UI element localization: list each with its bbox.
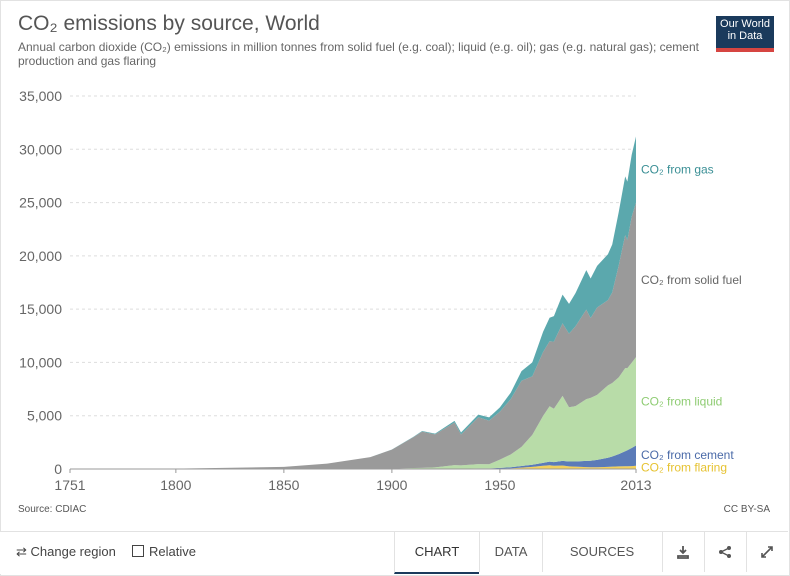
series-label-liquid: CO₂ from liquid (641, 394, 722, 408)
x-tick-label: 2013 (620, 477, 651, 493)
relative-toggle[interactable]: Relative (132, 532, 196, 574)
expand-icon (761, 546, 773, 558)
y-tick-label: 25,000 (19, 195, 62, 211)
change-region-label: Change region (30, 544, 116, 559)
share-icon (719, 546, 731, 558)
area-liquid (70, 357, 636, 469)
change-region-button[interactable]: ⇄ Change region (16, 532, 116, 574)
tab-chart[interactable]: CHART (394, 532, 479, 574)
share-button[interactable] (704, 532, 745, 572)
series-label-gas: CO₂ from gas (641, 163, 714, 177)
series-label-flaring: CO₂ from flaring (641, 460, 727, 474)
series-label-cement: CO₂ from cement (641, 448, 734, 462)
license-note[interactable]: CC BY-SA (723, 504, 770, 515)
chart-subtitle: Annual carbon dioxide (CO₂) emissions in… (18, 40, 699, 68)
controls-bar: ⇄ Change region Relative CHART DATA SOUR… (0, 531, 788, 574)
y-tick-label: 35,000 (19, 88, 62, 104)
fullscreen-button[interactable] (746, 532, 787, 572)
x-tick-label: 1900 (376, 477, 407, 493)
y-tick-label: 10,000 (19, 354, 62, 370)
download-icon (677, 546, 689, 559)
source-note: Source: CDIAC (18, 504, 87, 515)
series-label-solid-fuel: CO₂ from solid fuel (641, 273, 742, 287)
owid-logo[interactable]: Our World in Data (716, 16, 774, 52)
chart-title: CO₂ emissions by source, World (18, 12, 320, 35)
download-button[interactable] (662, 532, 703, 572)
tab-data[interactable]: DATA (479, 532, 542, 572)
tab-sources[interactable]: SOURCES (542, 532, 661, 572)
x-tick-label: 1751 (54, 477, 85, 493)
relative-label: Relative (149, 544, 196, 559)
x-tick-label: 1850 (268, 477, 299, 493)
area-cement (70, 445, 636, 469)
area-chart: 0 5,000 10,000 15,000 20,000 25,000 30,000 35,0… (19, 88, 742, 493)
y-tick-label: 5,000 (27, 408, 62, 424)
checkbox-icon (132, 545, 144, 557)
y-tick-label: 0 (54, 461, 62, 477)
x-tick-label: 1800 (160, 477, 191, 493)
y-tick-label: 15,000 (19, 301, 62, 317)
logo-line-2: in Data (727, 30, 763, 42)
logo-line-1: Our World (720, 18, 770, 30)
x-tick-label: 1950 (484, 477, 515, 493)
y-tick-label: 20,000 (19, 248, 62, 264)
y-tick-label: 30,000 (19, 141, 62, 157)
swap-arrows-icon: ⇄ (16, 544, 27, 559)
